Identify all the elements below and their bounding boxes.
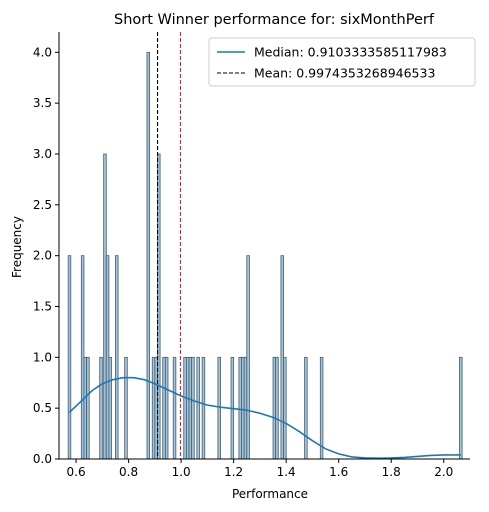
x-tick-label: 0.6 <box>67 465 86 479</box>
legend-box <box>208 37 476 87</box>
histogram-bar <box>172 356 177 460</box>
x-tick-label: 0.8 <box>119 465 138 479</box>
x-tick-label: 1.2 <box>224 465 243 479</box>
histogram-bar <box>164 356 169 460</box>
kde-group <box>68 376 461 459</box>
x-tick-label: 1.6 <box>329 465 348 479</box>
legend-label: Mean: 0.9974353268946533 <box>254 66 435 81</box>
axes-group <box>58 32 470 460</box>
y-tick-label: 0.0 <box>33 452 52 466</box>
y-ticks: 0.0 0.5 1.0 1.5 2.0 2.5 3.0 3.5 4.0 <box>33 45 59 466</box>
histogram-bar <box>67 255 72 460</box>
histogram-bar <box>304 356 308 460</box>
chart-title: Short Winner performance for: sixMonthPe… <box>114 12 435 28</box>
x-ticks: 0.6 0.8 1.0 1.2 1.4 1.6 1.8 2.0 <box>67 459 453 479</box>
x-tick-label: 1.0 <box>172 465 191 479</box>
histogram-bar <box>146 51 151 460</box>
legend: Median: 0.9103333585117983 Mean: 0.997435… <box>208 37 476 87</box>
y-tick-label: 1.5 <box>33 300 52 314</box>
y-tick-label: 2.5 <box>33 198 52 212</box>
histogram-bar <box>217 356 221 460</box>
legend-label: Median: 0.9103333585117983 <box>254 45 447 60</box>
y-axis-label: Frequency <box>10 216 24 278</box>
histogram-bar <box>99 356 103 460</box>
y-tick-label: 0.5 <box>33 401 52 415</box>
histogram-bar <box>246 255 250 460</box>
bars-group <box>67 51 463 460</box>
histogram-bar <box>196 356 200 460</box>
y-tick-label: 3.5 <box>33 96 52 110</box>
reference-lines <box>157 32 181 459</box>
histogram-bar <box>201 356 206 460</box>
kde-curve <box>68 376 461 459</box>
histogram-bar <box>108 356 112 460</box>
histogram-bar <box>275 356 279 460</box>
histogram-bar <box>115 255 119 460</box>
y-tick-label: 2.0 <box>33 249 52 263</box>
y-tick-label: 4.0 <box>33 45 52 59</box>
histogram-bar <box>459 356 463 460</box>
x-axis-label: Performance <box>232 487 308 501</box>
y-tick-label: 1.0 <box>33 350 52 364</box>
y-tick-label: 3.0 <box>33 147 52 161</box>
x-tick-label: 1.4 <box>277 465 296 479</box>
histogram-bar <box>124 356 128 460</box>
x-tick-label: 1.8 <box>382 465 401 479</box>
x-tick-label: 2.0 <box>434 465 453 479</box>
histogram-bar <box>283 356 287 460</box>
histogram-bar <box>86 356 90 460</box>
histogram-bar <box>319 356 324 460</box>
histogram-bar <box>191 356 195 460</box>
